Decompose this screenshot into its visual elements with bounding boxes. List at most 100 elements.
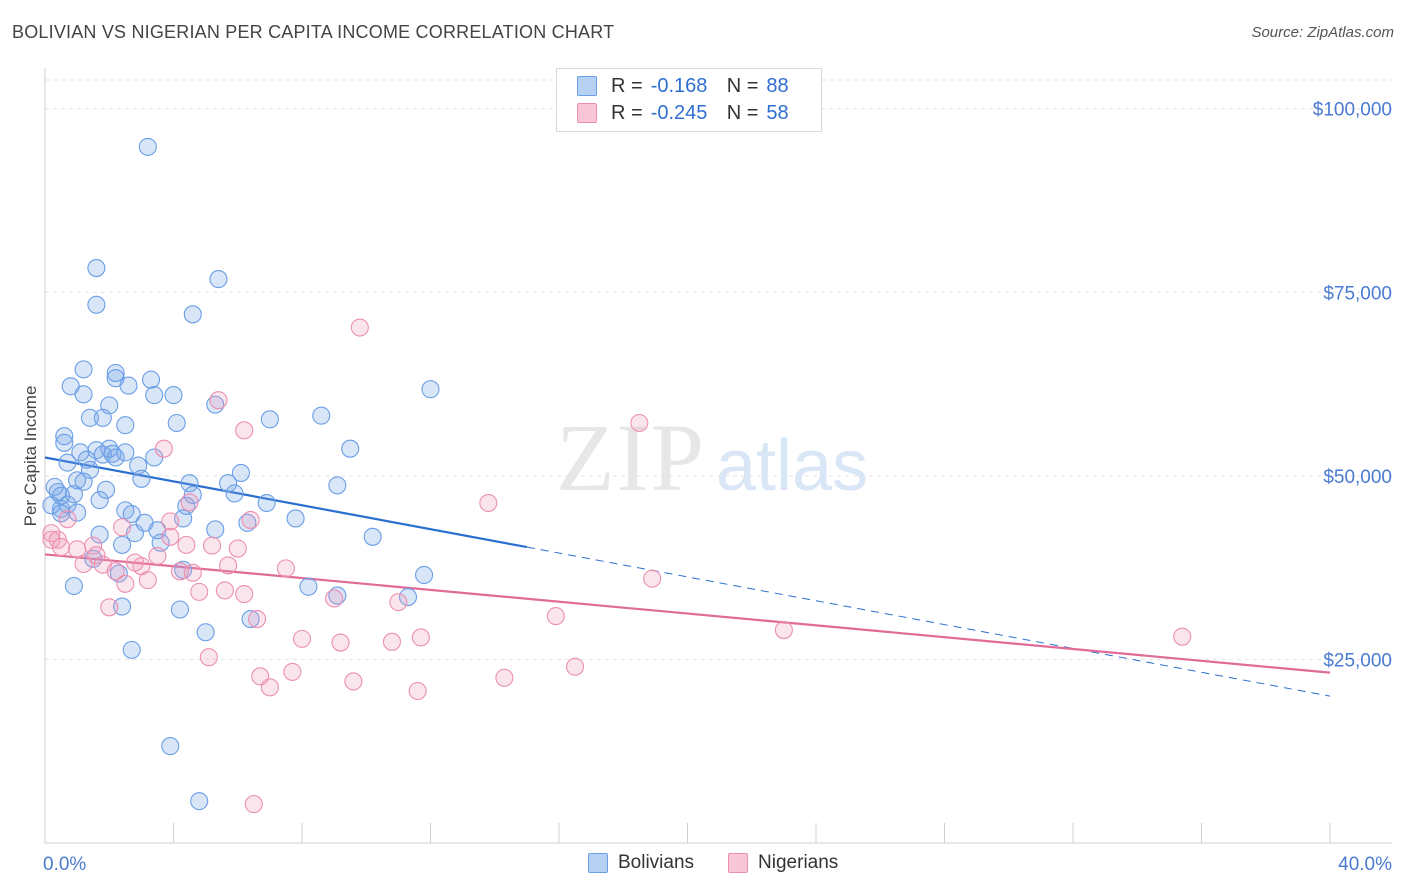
nigerians-point — [100, 598, 119, 617]
bolivians-point — [225, 484, 244, 503]
nigerians-point — [325, 589, 344, 608]
bolivians-point — [398, 587, 418, 607]
watermark-atlas: atlas — [716, 426, 868, 506]
nigerians-point — [643, 569, 662, 588]
nigerians-point — [161, 512, 180, 531]
nigerians-point — [180, 493, 199, 512]
nigerians-point — [382, 632, 402, 651]
y-tick-labels: $25,000 $50,000 $75,000 $100,000 — [1313, 100, 1392, 672]
y-axis-label: Per Capita Income — [21, 386, 40, 527]
bolivians-point — [113, 597, 132, 616]
bolivians-point — [90, 525, 109, 544]
bolivians-point — [141, 370, 161, 389]
x-tick-label-min: 0.0% — [43, 854, 86, 875]
bolivians-point — [96, 480, 116, 499]
watermark: ZIP atlas — [556, 404, 868, 511]
bolivians-point — [161, 737, 180, 756]
bolivians-point — [119, 376, 138, 395]
bolivians-point — [106, 364, 125, 383]
bolivians-point — [241, 609, 260, 629]
bolivians-point — [106, 448, 125, 467]
bolivians-point — [71, 443, 90, 462]
nigerians-point — [251, 667, 270, 686]
bolivians-point — [328, 586, 347, 605]
nigerians-point — [138, 571, 157, 590]
bolivians-point — [363, 527, 382, 546]
legend-n-label: N = — [726, 101, 759, 124]
nigerians-point — [215, 581, 234, 600]
bolivians-point — [116, 443, 135, 462]
y-tick-label: $50,000 — [1323, 467, 1392, 488]
bolivians-point — [312, 406, 331, 425]
nigerians-trend-line — [44, 553, 1331, 674]
bolivians-point — [55, 433, 74, 452]
bolivians-point — [183, 305, 202, 324]
bolivians-point — [93, 408, 112, 427]
nigerians-point — [125, 553, 144, 572]
nigerians-point — [411, 628, 430, 647]
nigerians-point — [177, 535, 196, 554]
nigerians-point — [161, 527, 180, 546]
nigerians-point — [1173, 627, 1192, 646]
nigerians-point — [219, 556, 238, 575]
bolivians-point — [74, 472, 93, 491]
series-legend-label: Nigerians — [758, 852, 839, 873]
nigerians-point — [74, 554, 93, 574]
bolivians-point — [138, 137, 157, 156]
series-legend: Bolivians Nigerians — [588, 852, 872, 874]
bolivians-point — [77, 450, 96, 469]
stats-legend: R = -0.168 N = 88 R = -0.245 N = 58 — [556, 68, 822, 132]
bolivians-point — [42, 496, 61, 515]
series-legend-label: Bolivians — [618, 852, 695, 873]
legend-r-value: -0.245 — [650, 101, 708, 124]
nigerians-point — [58, 510, 77, 529]
bolivians-trend-extension — [526, 546, 1331, 697]
bolivians-point — [299, 577, 318, 596]
bolivians-point — [74, 385, 93, 404]
bolivians-point — [80, 408, 100, 427]
nigerians-point — [113, 518, 132, 537]
nigerians-point — [774, 621, 793, 640]
series-legend-bolivians: Bolivians — [588, 852, 694, 874]
bolivians-point — [260, 410, 279, 429]
bolivians-point — [167, 413, 186, 433]
bolivians-point — [122, 640, 141, 659]
data-points — [42, 137, 1192, 814]
nigerians-point — [292, 629, 312, 648]
series-swatch-pink — [728, 853, 749, 873]
bolivians-point — [190, 792, 209, 811]
bolivians-point — [109, 564, 128, 583]
nigerians-point — [630, 413, 649, 433]
legend-swatch-blue — [577, 76, 597, 96]
legend-r-label: R = — [611, 74, 643, 97]
bolivians-point — [219, 474, 238, 493]
bolivians-point — [415, 565, 434, 585]
bolivians-point — [341, 439, 360, 458]
bolivians-point — [80, 460, 100, 480]
legend-r-label: R = — [611, 101, 643, 124]
nigerians-point — [42, 530, 61, 549]
y-tick-label: $25,000 — [1323, 650, 1392, 671]
bolivians-point — [257, 493, 276, 513]
bolivians-point — [164, 386, 183, 405]
y-tick-label: $100,000 — [1313, 100, 1392, 121]
bolivians-point — [74, 360, 93, 379]
legend-n-value: 88 — [766, 74, 789, 97]
series-swatch-blue — [588, 853, 608, 873]
nigerians-point — [154, 439, 173, 458]
nigerians-point — [344, 672, 363, 691]
bolivians-point — [45, 477, 64, 496]
chart-title: BOLIVIAN VS NIGERIAN PER CAPITA INCOME C… — [12, 22, 615, 42]
bolivians-point — [116, 416, 135, 435]
series-legend-nigerians: Nigerians — [728, 852, 838, 874]
legend-row-bolivians: R = -0.168 N = 88 — [577, 73, 789, 99]
x-tick-labels: 0.0% 40.0% — [43, 854, 1392, 875]
y-tick-label: $75,000 — [1323, 283, 1392, 304]
nigerians-point — [52, 538, 71, 557]
bolivians-point — [145, 386, 164, 405]
axes — [44, 68, 1392, 844]
bolivians-trend-line — [44, 456, 528, 549]
nigerians-point — [566, 657, 585, 676]
bolivians-point — [68, 503, 87, 522]
nigerians-point — [244, 795, 263, 814]
